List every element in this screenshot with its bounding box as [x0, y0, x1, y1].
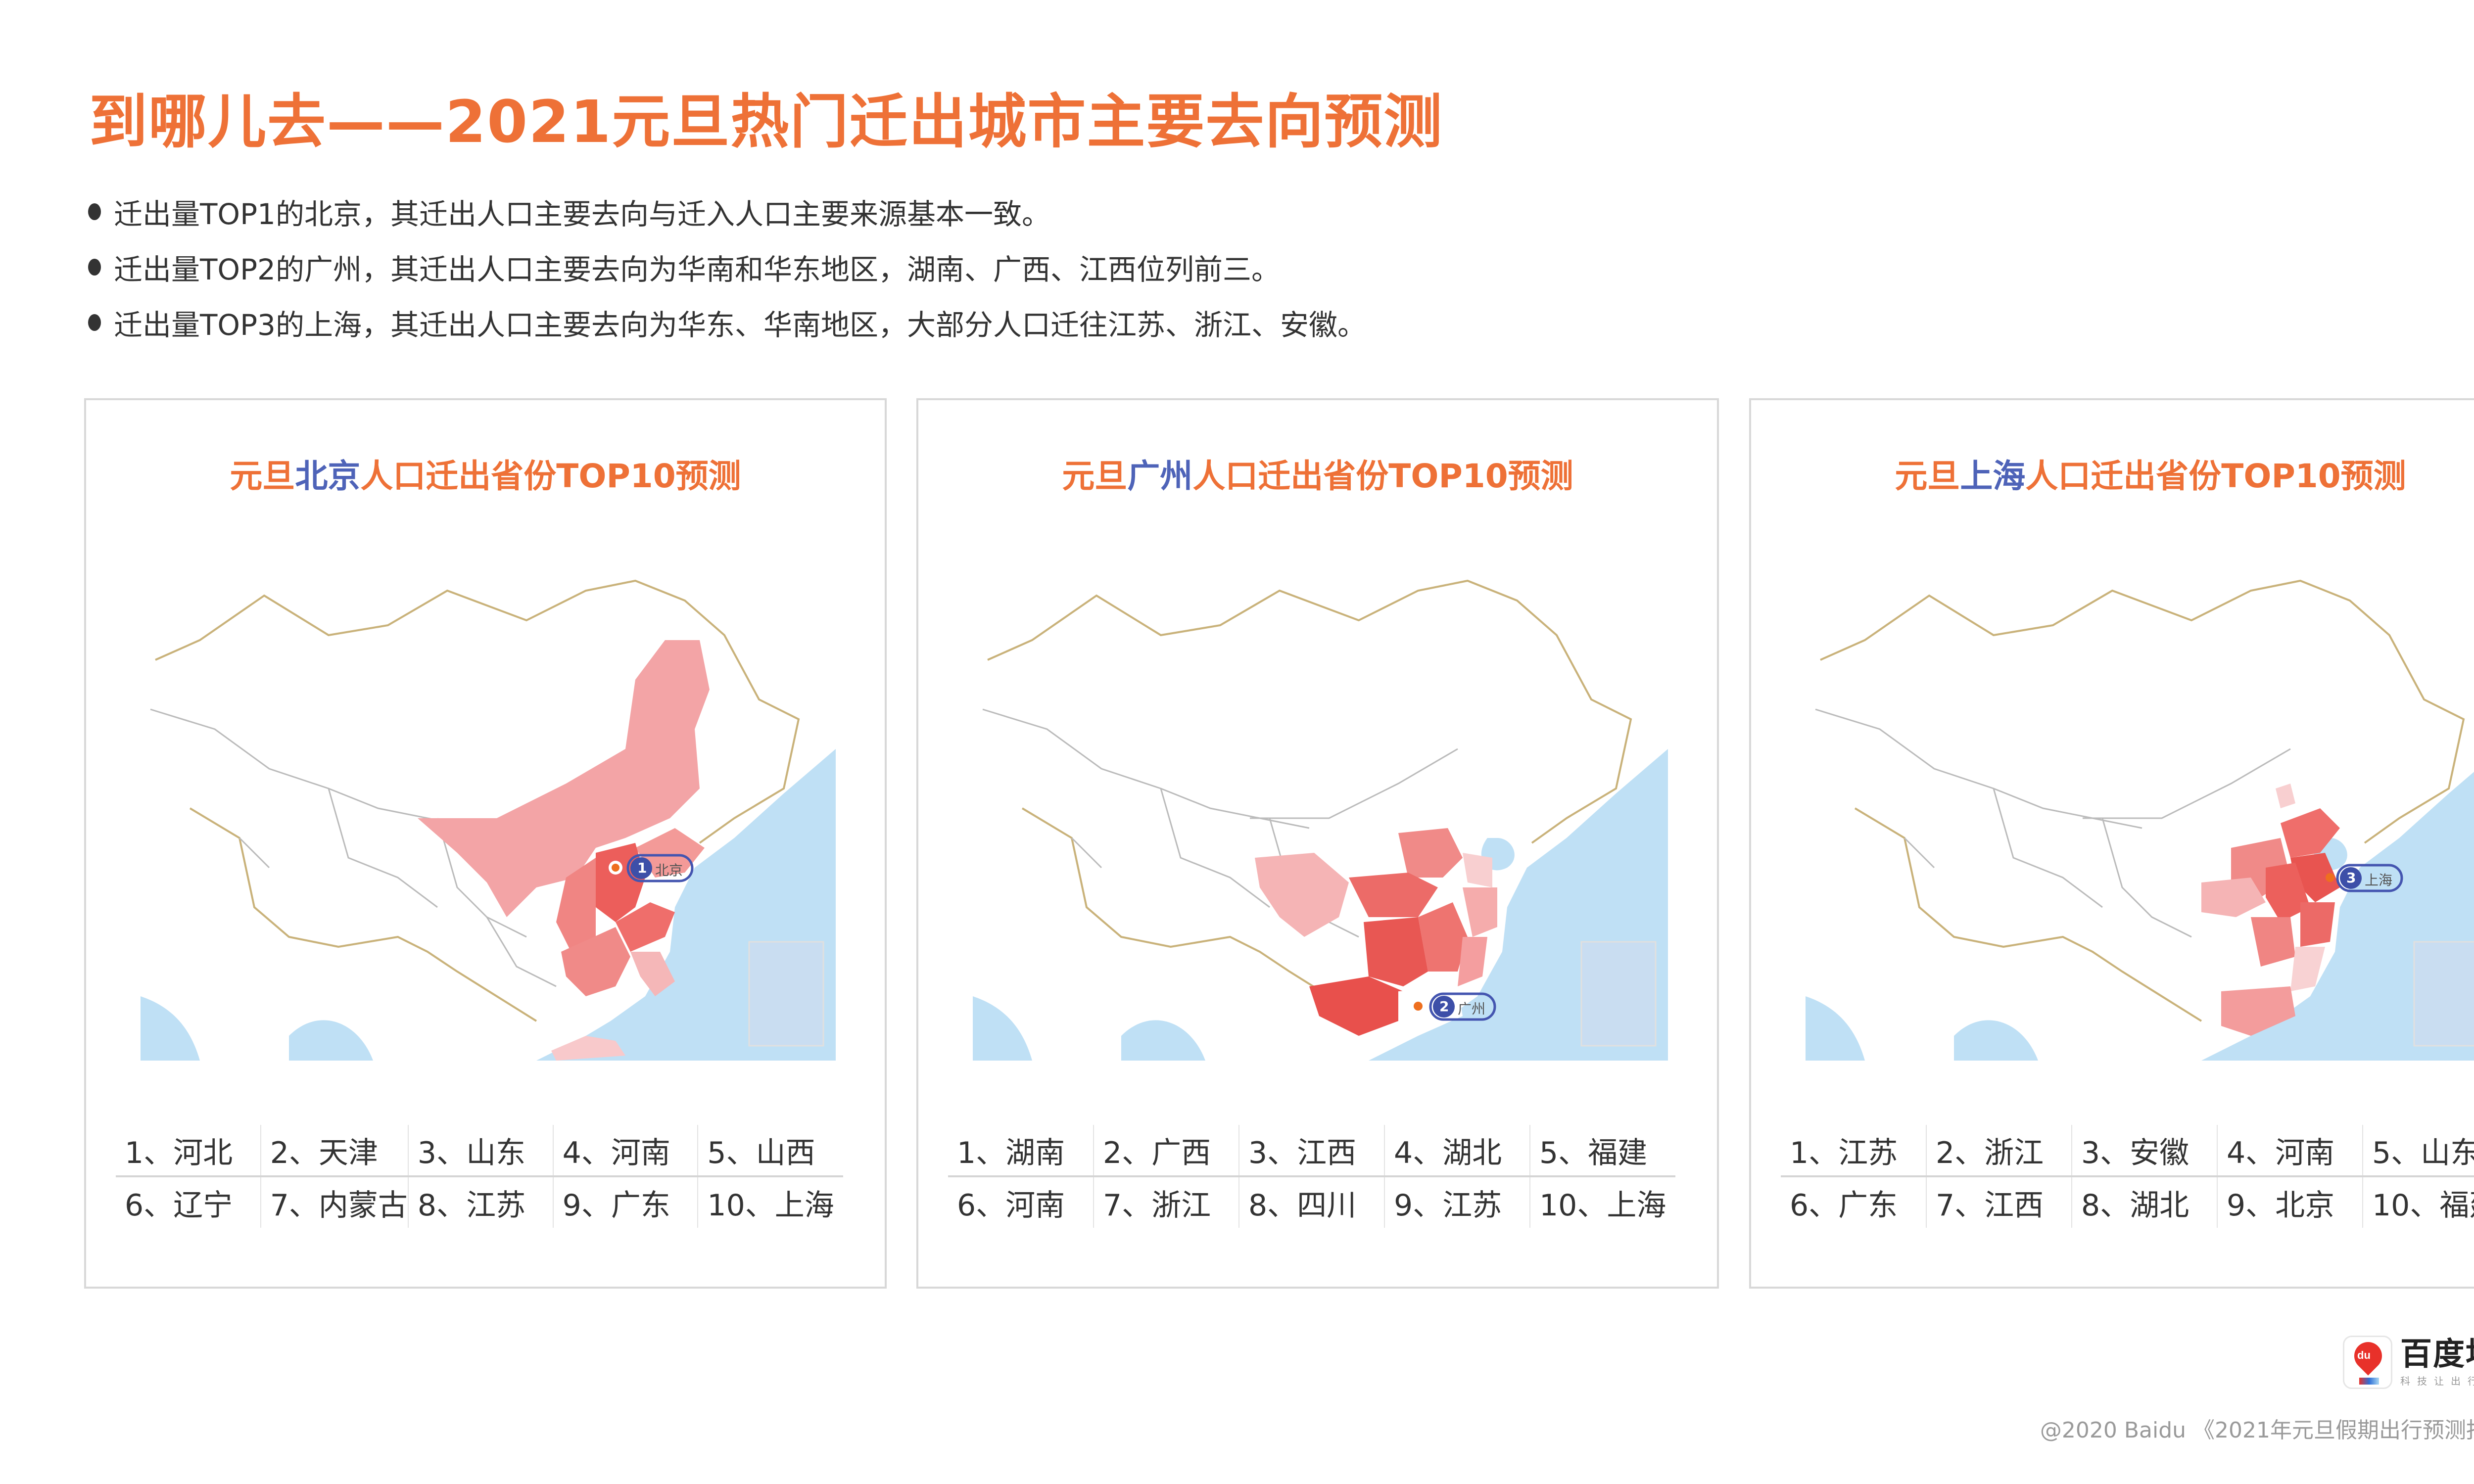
rank-cell: 5、山东 — [2362, 1125, 2474, 1177]
marker-rank: 1 — [637, 860, 647, 876]
table-row: 1、河北 2、天津 3、山东 4、河南 5、山西 — [116, 1125, 843, 1177]
rank-cell: 9、广东 — [552, 1176, 698, 1228]
bullet-item: 迁出量TOP3的上海，其迁出人口主要去向为华东、华南地区，大部分人口迁往江苏、浙… — [88, 295, 1366, 350]
marker-rank: 3 — [2346, 870, 2356, 886]
title-prefix: 元旦 — [1895, 457, 1960, 495]
card-beijing: 元旦北京人口迁出省份TOP10预测 — [84, 398, 887, 1289]
bullet-text: 迁出量TOP1的北京，其迁出人口主要去向与迁入人口主要来源基本一致。 — [114, 197, 1050, 231]
rank-cell: 6、河南 — [957, 1188, 1065, 1223]
rank-cell: 8、湖北 — [2071, 1176, 2217, 1228]
rank-cell: 10、上海 — [1529, 1176, 1675, 1228]
china-map-icon — [141, 561, 836, 1061]
rank-cell: 2、天津 — [260, 1125, 408, 1177]
marker-label: 上海 — [2365, 872, 2393, 888]
bullet-dot-icon — [88, 314, 101, 331]
card-title: 元旦广州人口迁出省份TOP10预测 — [918, 450, 1717, 497]
rank-cell: 1、江苏 — [1781, 1125, 1926, 1177]
title-prefix: 元旦 — [1062, 457, 1128, 495]
baidu-map-logo: du 百度地图 科技让出行更简单 — [2343, 1336, 2474, 1389]
rank-cell: 3、安徽 — [2071, 1125, 2217, 1177]
rank-cell: 4、河南 — [552, 1125, 698, 1177]
title-prefix: 元旦 — [230, 457, 295, 495]
table-row: 6、河南 7、浙江 8、四川 9、江苏 10、上海 — [948, 1176, 1675, 1228]
summary-bullets: 迁出量TOP1的北京，其迁出人口主要去向与迁入人口主要来源基本一致。 迁出量TO… — [88, 184, 1366, 350]
bullet-text: 迁出量TOP2的广州，其迁出人口主要去向为华南和华东地区，湖南、广西、江西位列前… — [114, 253, 1280, 286]
title-suffix: 人口迁出省份TOP10预测 — [1192, 457, 1573, 495]
china-map-icon — [973, 561, 1668, 1061]
rank-cell: 7、江西 — [1926, 1176, 2072, 1228]
rank-cell: 2、浙江 — [1926, 1125, 2072, 1177]
rank-cell: 7、浙江 — [1093, 1176, 1239, 1228]
rank-cell: 10、福建 — [2362, 1176, 2474, 1228]
rank-cell: 3、江西 — [1238, 1125, 1384, 1177]
bullet-item: 迁出量TOP1的北京，其迁出人口主要去向与迁入人口主要来源基本一致。 — [88, 184, 1366, 239]
rank-cell: 1、湖南 — [948, 1125, 1094, 1177]
title-city: 北京 — [295, 457, 361, 495]
card-title: 元旦上海人口迁出省份TOP10预测 — [1751, 450, 2474, 497]
footer-copyright: @2020 Baidu 《2021年元旦假期出行预测报告》8 — [2040, 1418, 2474, 1443]
marker-rank: 2 — [1439, 998, 1449, 1015]
rank-cell: 9、江苏 — [1384, 1176, 1530, 1228]
rank-table: 1、江苏 2、浙江 3、安徽 4、河南 5、山东 6、广东 7、江西 8、湖北 … — [1781, 1125, 2474, 1228]
table-row: 1、江苏 2、浙江 3、安徽 4、河南 5、山东 — [1781, 1125, 2474, 1177]
table-row: 6、辽宁 7、内蒙古 8、江苏 9、广东 10、上海 — [116, 1176, 843, 1228]
logo-icon-text: du — [2357, 1349, 2371, 1361]
baidu-map-app-icon: du — [2343, 1336, 2392, 1389]
road-icon — [2359, 1378, 2379, 1385]
rank-cell: 6、辽宁 — [125, 1188, 233, 1223]
rank-cell: 5、山西 — [697, 1125, 843, 1177]
rank-cell: 3、山东 — [407, 1125, 553, 1177]
rank-cell: 2、广西 — [1093, 1125, 1239, 1177]
logo-name: 百度地图 — [2400, 1336, 2474, 1373]
page-title: 到哪儿去——2021元旦热门迁出城市主要去向预测 — [89, 88, 1443, 156]
card-title: 元旦北京人口迁出省份TOP10预测 — [86, 450, 885, 497]
rank-table: 1、河北 2、天津 3、山东 4、河南 5、山西 6、辽宁 7、内蒙古 8、江苏… — [116, 1125, 843, 1228]
rank-cell: 8、四川 — [1238, 1176, 1384, 1228]
rank-cell: 4、湖北 — [1384, 1125, 1530, 1177]
china-map-icon — [1806, 561, 2474, 1061]
rank-cell: 4、河南 — [2217, 1125, 2363, 1177]
logo-slogan: 科技让出行更简单 — [2400, 1375, 2474, 1387]
title-city: 广州 — [1127, 457, 1193, 495]
marker-label: 广州 — [1458, 1001, 1486, 1017]
migration-map-shanghai: 3 上海 — [1806, 561, 2474, 1061]
rank-cell: 5、福建 — [1529, 1125, 1675, 1177]
rank-cell: 10、上海 — [697, 1176, 843, 1228]
title-city: 上海 — [1960, 457, 2026, 495]
rank-cell: 6、广东 — [1790, 1188, 1898, 1223]
bullet-item: 迁出量TOP2的广州，其迁出人口主要去向为华南和华东地区，湖南、广西、江西位列前… — [88, 239, 1366, 295]
rank-cell: 7、内蒙古 — [260, 1176, 408, 1228]
rank-table: 1、湖南 2、广西 3、江西 4、湖北 5、福建 6、河南 7、浙江 8、四川 … — [948, 1125, 1675, 1228]
table-row: 6、广东 7、江西 8、湖北 9、北京 10、福建 — [1781, 1176, 2474, 1228]
bullet-dot-icon — [88, 259, 101, 276]
table-row: 1、湖南 2、广西 3、江西 4、湖北 5、福建 — [948, 1125, 1675, 1177]
title-suffix: 人口迁出省份TOP10预测 — [2025, 457, 2406, 495]
card-guangzhou: 元旦广州人口迁出省份TOP10预测 — [916, 398, 1719, 1289]
migration-map-beijing: 1 北京 — [141, 561, 836, 1061]
migration-map-guangzhou: 2 广州 — [973, 561, 1668, 1061]
bullet-dot-icon — [88, 203, 101, 220]
marker-label: 北京 — [655, 862, 683, 879]
rank-cell: 8、江苏 — [407, 1176, 553, 1228]
rank-cell: 1、河北 — [116, 1125, 261, 1177]
bullet-text: 迁出量TOP3的上海，其迁出人口主要去向为华东、华南地区，大部分人口迁往江苏、浙… — [114, 308, 1366, 342]
card-shanghai: 元旦上海人口迁出省份TOP10预测 — [1749, 398, 2474, 1289]
rank-cell: 9、北京 — [2217, 1176, 2363, 1228]
title-suffix: 人口迁出省份TOP10预测 — [360, 457, 741, 495]
